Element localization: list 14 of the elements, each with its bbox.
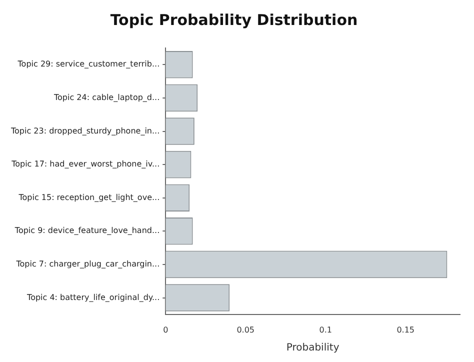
y-tick-label: Topic 23: dropped_sturdy_phone_in...	[10, 126, 160, 136]
y-tick-label: Topic 9: device_feature_love_hand...	[14, 226, 160, 236]
x-tick-label: 0.15	[396, 325, 415, 334]
chart-title: Topic Probability Distribution	[110, 10, 358, 29]
y-tick-label: Topic 29: service_customer_terrib...	[16, 60, 160, 69]
x-axis-title: Probability	[286, 342, 340, 354]
x-tick-label: 0.05	[236, 325, 255, 334]
y-tick-label: Topic 17: had_ever_worst_phone_iv...	[10, 160, 160, 169]
x-tick-label: 0.1	[319, 325, 332, 334]
y-tick-label: Topic 7: charger_plug_car_chargin...	[15, 260, 160, 269]
x-tick-label: 0	[163, 325, 168, 334]
y-tick-label: Topic 4: battery_life_original_dy...	[26, 292, 160, 302]
y-tick-label: Topic 24: cable_laptop_d...	[52, 93, 160, 102]
y-tick-label: Topic 15: reception_get_light_ove...	[18, 192, 160, 202]
